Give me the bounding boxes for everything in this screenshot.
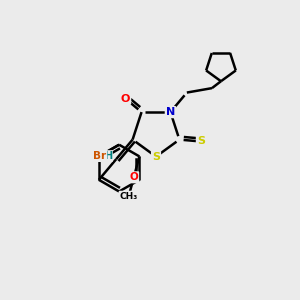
Text: Br: Br xyxy=(93,151,106,161)
Text: O: O xyxy=(121,94,130,103)
Text: S: S xyxy=(152,152,160,162)
Text: CH₃: CH₃ xyxy=(120,192,138,201)
Text: H: H xyxy=(104,151,112,161)
Text: O: O xyxy=(129,172,138,182)
Text: S: S xyxy=(197,136,205,146)
Text: N: N xyxy=(166,107,175,117)
